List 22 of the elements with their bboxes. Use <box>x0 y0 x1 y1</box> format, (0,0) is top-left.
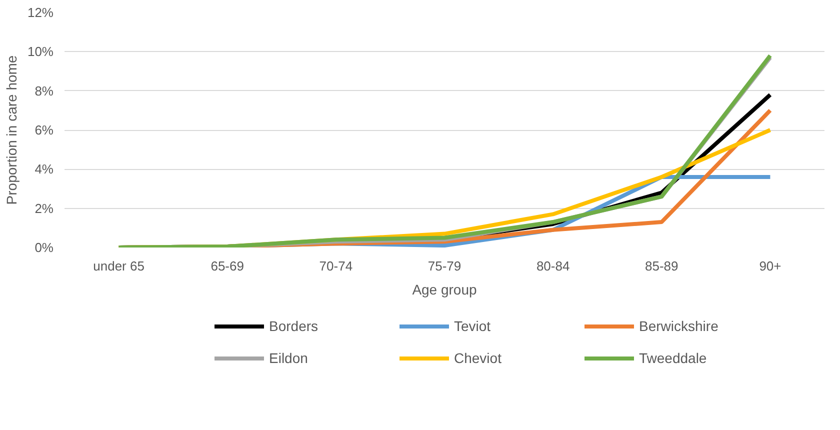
x-tick-label: 75-79 <box>428 258 462 274</box>
y-tick-label: 2% <box>34 200 54 216</box>
y-tick-label: 10% <box>27 44 54 60</box>
legend-label: Teviot <box>454 318 492 334</box>
x-tick-label: 65-69 <box>210 258 244 274</box>
legend-label: Eildon <box>269 350 309 366</box>
x-tick-label: 70-74 <box>319 258 353 274</box>
y-tick-label: 6% <box>34 122 54 138</box>
y-tick-label: 0% <box>34 240 54 255</box>
x-axis-title: Age group <box>412 282 478 298</box>
y-tick-label: 12% <box>27 5 54 20</box>
legend-label: Tweeddale <box>639 350 708 366</box>
x-tick-label: 80-84 <box>536 258 570 274</box>
legend-label: Borders <box>269 318 320 334</box>
x-tick-label: 85-89 <box>645 258 678 274</box>
y-tick-label: 8% <box>34 83 54 98</box>
legend-label: Berwickshire <box>639 318 720 334</box>
x-tick-label: under 65 <box>93 258 144 274</box>
legend-label: Cheviot <box>454 350 502 366</box>
y-axis-title: Proportion in care home <box>3 55 20 205</box>
y-tick-label: 4% <box>34 162 54 177</box>
x-tick-label: 90+ <box>759 258 782 274</box>
